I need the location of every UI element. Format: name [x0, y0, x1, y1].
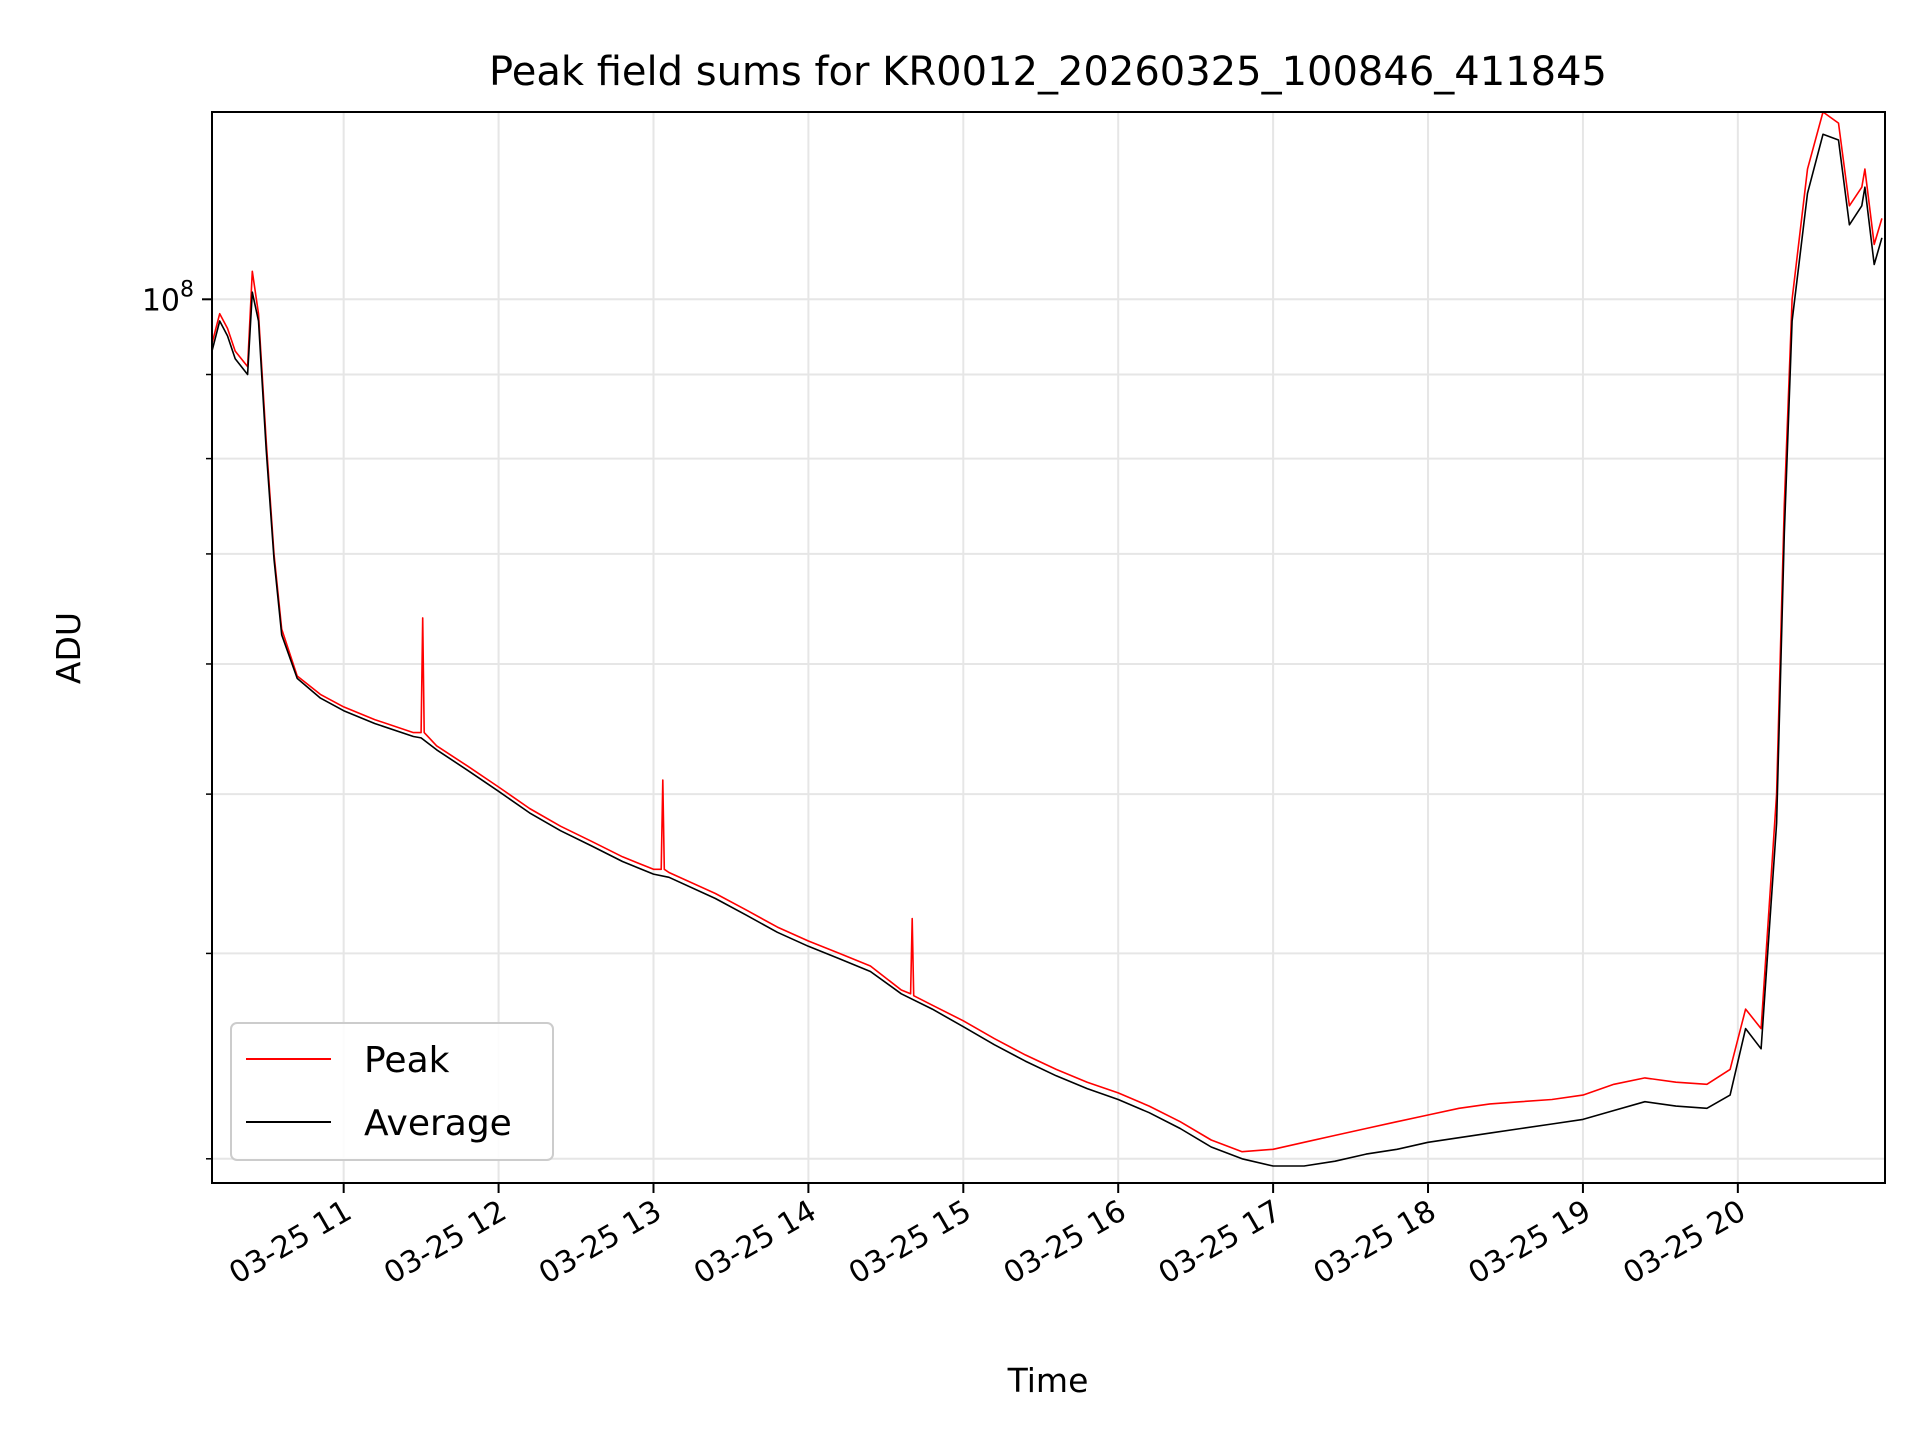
y-axis-label: ADU: [49, 612, 88, 684]
series-line-peak: [211, 111, 1883, 1153]
legend-average-label: Average: [364, 1103, 512, 1144]
axes-frame: [211, 111, 1886, 1184]
legend: Peak Average: [230, 1022, 554, 1161]
series-line-average: [211, 133, 1883, 1167]
series-layer: [211, 111, 1883, 1167]
grid: [212, 112, 1885, 1183]
legend-box: [230, 1022, 554, 1161]
x-axis-label: Time: [1007, 1361, 1089, 1400]
y-tick-label: 108: [142, 277, 194, 318]
legend-peak-label: Peak: [364, 1040, 450, 1081]
chart-title: Peak field sums for KR0012_20260325_1008…: [489, 49, 1607, 95]
